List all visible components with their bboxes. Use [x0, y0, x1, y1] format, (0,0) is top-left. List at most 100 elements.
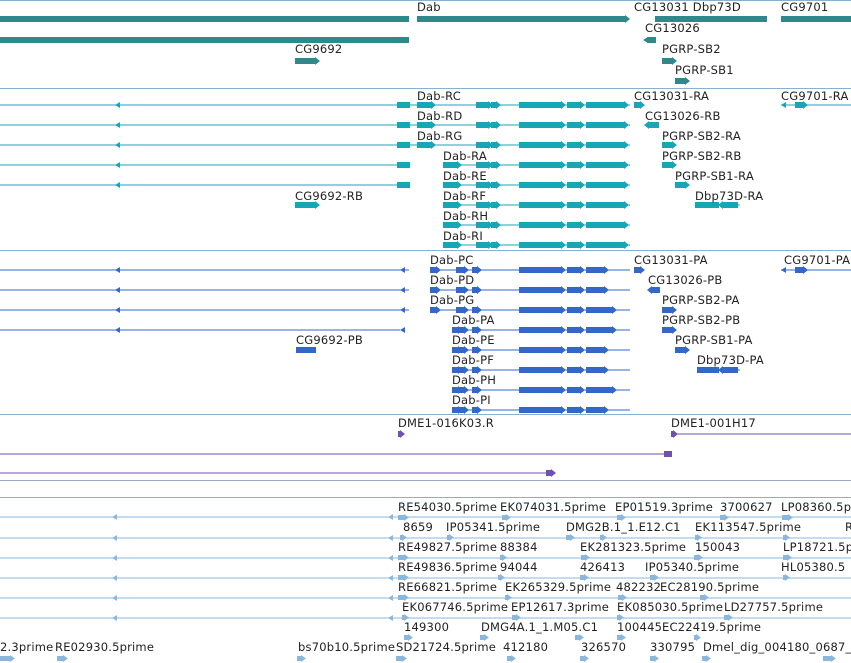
gene-cg9701[interactable] [781, 16, 851, 22]
est-feature-11[interactable] [398, 555, 404, 560]
gene-span-left[interactable] [0, 16, 409, 22]
prot-dab-2-exon-1[interactable] [430, 307, 436, 313]
mrna-dab-b-0-exon-2-arrow[interactable] [488, 161, 493, 169]
prot-dab-b-2-exon-3-arrow[interactable] [477, 366, 482, 374]
est-feature-6-arrow[interactable] [449, 534, 454, 541]
est-feature-bottom-8-arrow[interactable] [831, 655, 836, 662]
est-row-chevron-b-0[interactable] [388, 514, 393, 520]
est-feature-12[interactable] [500, 555, 502, 560]
prot-dab-b-2-exon-2-arrow[interactable] [464, 366, 469, 374]
mrna-dab-b-0-exon-6[interactable] [586, 162, 624, 168]
prot-dab-1-exon-4-arrow[interactable] [561, 286, 566, 294]
gene-pgrp-sb1-arrow[interactable] [685, 77, 690, 85]
est-feature-19-arrow[interactable] [654, 574, 659, 581]
est-feature-33[interactable] [694, 635, 696, 640]
prot-dab-b-4-exon-4[interactable] [519, 407, 561, 413]
mrna-pgrp-sb2-ra-arrow[interactable] [672, 141, 677, 149]
mrna-dab-b-4-exon-2[interactable] [476, 242, 488, 248]
clone-dme1-001h17-arrow[interactable] [673, 430, 678, 438]
prot-dab-2-exon-5[interactable] [567, 307, 580, 313]
mrna-left-0-intron-chevron-0[interactable] [115, 102, 120, 108]
est-feature-32[interactable] [617, 635, 621, 640]
mrna-dab-b-4-exon-1[interactable] [443, 242, 457, 248]
prot-left-1-intron-chevron-0[interactable] [115, 287, 120, 293]
mrna-dab-b-3-exon-2[interactable] [476, 222, 488, 228]
prot-dab-0-exon-4[interactable] [519, 267, 561, 273]
mrna-dab-2-exon-5[interactable] [567, 142, 580, 148]
prot-dab-b-2-exon-6-arrow[interactable] [604, 366, 609, 374]
gene-pgrp-sb2-arrow[interactable] [672, 57, 677, 65]
mrna-dab-1-exon-1[interactable] [417, 122, 431, 128]
prot-dab-b-4-exon-6[interactable] [586, 407, 604, 413]
clone-dme1-001h17[interactable] [671, 431, 673, 437]
est-row-chevron-a-3[interactable] [112, 575, 117, 581]
mrna-cg13031-ra[interactable] [634, 102, 640, 108]
mrna-dab-2-exon-3[interactable] [491, 142, 496, 148]
mrna-dab-b-3-exon-6[interactable] [586, 222, 624, 228]
mrna-dab-2-exon-4-arrow[interactable] [561, 141, 566, 149]
prot-dab-0-exon-5-arrow[interactable] [580, 266, 585, 274]
mrna-cg13026-rb[interactable] [649, 122, 659, 128]
mrna-dab-b-3-exon-6-arrow[interactable] [624, 221, 629, 229]
est-feature-bottom-8[interactable] [823, 656, 831, 661]
prot-pgrp-sb1-pa-arrow[interactable] [685, 346, 690, 354]
mrna-dab-0-exon-4-arrow[interactable] [561, 101, 566, 109]
gene-cg9692[interactable] [295, 58, 315, 64]
prot-dab-2-exon-6[interactable] [586, 307, 612, 313]
prot-dab-b-2-exon-6[interactable] [586, 367, 604, 373]
clone-dme1-016k03-r[interactable] [398, 431, 400, 437]
prot-dab-b-0-exon-5[interactable] [567, 327, 580, 333]
est-feature-16-arrow[interactable] [404, 574, 409, 581]
est-feature-27[interactable] [617, 615, 619, 620]
est-feature-bottom-5[interactable] [580, 656, 584, 661]
prot-dab-2-exon-3-arrow[interactable] [477, 306, 482, 314]
mrna-left-b-exon-1[interactable] [397, 182, 410, 188]
prot-left-0-intron-chevron-0[interactable] [115, 267, 120, 273]
mrna-left-1-intron-chevron-0[interactable] [115, 122, 120, 128]
prot-dab-b-3-exon-4[interactable] [519, 387, 561, 393]
est-feature-24[interactable] [700, 595, 704, 600]
prot-dab-b-4-exon-1[interactable] [452, 407, 458, 413]
mrna-dab-b-2-exon-4-arrow[interactable] [561, 201, 566, 209]
mrna-left-exon-1[interactable] [397, 122, 410, 128]
mrna-dab-0-exon-3-arrow[interactable] [496, 101, 501, 109]
est-feature-5[interactable] [400, 535, 402, 540]
prot-dab-2-exon-3[interactable] [472, 307, 477, 313]
mrna-dab-b-1-exon-4-arrow[interactable] [561, 181, 566, 189]
est-feature-8[interactable] [600, 535, 602, 540]
est-feature-18-arrow[interactable] [584, 574, 589, 581]
est-feature-bottom-7[interactable] [702, 656, 706, 661]
prot-dab-b-3-exon-4-arrow[interactable] [561, 386, 566, 394]
est-feature-2-arrow[interactable] [621, 514, 626, 521]
mrna-dab-b-2-exon-4[interactable] [519, 202, 561, 208]
prot-dab-0-exon-4-arrow[interactable] [561, 266, 566, 274]
est-feature-27-arrow[interactable] [619, 614, 624, 621]
est-feature-bottom-2[interactable] [297, 656, 301, 661]
mrna-dab-1-exon-2-arrow[interactable] [488, 121, 493, 129]
est-feature-3-arrow[interactable] [724, 514, 729, 521]
prot-dab-b-2-exon-5[interactable] [567, 367, 580, 373]
prot-dab-2-exon-4-arrow[interactable] [561, 306, 566, 314]
gene-dab[interactable] [417, 16, 625, 22]
prot-dab-0-exon-6[interactable] [586, 267, 604, 273]
mrna-dab-2-exon-2-arrow[interactable] [488, 141, 493, 149]
mrna-dab-b-3-exon-5[interactable] [567, 222, 580, 228]
prot-dbp73d-pa-exon-2[interactable] [723, 367, 738, 373]
mrna-left-exon-2[interactable] [397, 142, 410, 148]
est-feature-32-arrow[interactable] [621, 634, 626, 641]
prot-dab-b-4-exon-6-arrow[interactable] [604, 406, 609, 414]
mrna-dab-b-0-exon-1-arrow[interactable] [457, 161, 462, 169]
mrna-dab-b-1-exon-3-arrow[interactable] [496, 181, 501, 189]
prot-dab-b-0-exon-3[interactable] [472, 327, 477, 333]
mrna-dab-2-exon-4[interactable] [519, 142, 561, 148]
clone-span-2-end[interactable] [546, 470, 551, 476]
prot-dab-0-exon-2-arrow[interactable] [464, 266, 469, 274]
est-feature-28[interactable] [724, 615, 728, 620]
prot-dab-0-exon-3-arrow[interactable] [477, 266, 482, 274]
mrna-dab-b-2-exon-1-arrow[interactable] [457, 201, 462, 209]
mrna-dab-0-exon-1-arrow[interactable] [431, 101, 436, 109]
prot-dab-1-exon-4[interactable] [519, 287, 561, 293]
gene-cg9692-arrow[interactable] [315, 57, 320, 65]
prot-dab-0-exon-1-arrow[interactable] [436, 266, 441, 274]
mrna-cg13026-rb-arrow[interactable] [644, 121, 649, 129]
